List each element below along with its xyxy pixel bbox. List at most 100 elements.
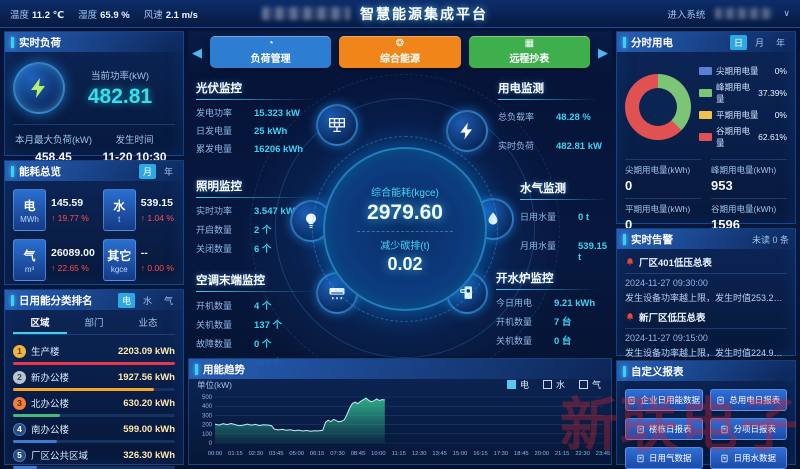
report-button-total-electric[interactable]: 总用电日报表 [709, 389, 787, 411]
page-title: 智慧能源集成平台 [359, 5, 488, 22]
rank-row[interactable]: 3 北办公楼 630.20 kWh [13, 396, 175, 417]
alert-item[interactable]: 厂区401低压总表 2024-11-27 09:30:00 发生设备功率越上限，… [625, 255, 787, 304]
temperature: 温度 11.2 ℃ [10, 9, 65, 21]
electric-tile-icon: 电 MWh [13, 189, 46, 231]
rank-bar-track [13, 440, 175, 443]
report-button-daily-energy[interactable]: 企业日用能数据 [625, 389, 703, 411]
legend-peak: 峰期用电量 37.39% [699, 81, 787, 105]
divider [357, 230, 453, 232]
water-gas-monitor-block: 水气监测 日用水量 0 t 月用水量 539.15 t [520, 183, 608, 263]
svg-text:03:45: 03:45 [269, 451, 284, 457]
lighting-monitor-block: 照明监控 实时功率 3.547 kW 开启数量 2 个 关闭数量 6 个 [196, 178, 348, 255]
pv-monitor-block: 光伏监控 发电功率 15.323 kW 日发电量 25 kWh 累发电量 16206 … [196, 80, 348, 155]
wind-speed: 风速 2.1 m/s [143, 9, 198, 21]
svg-text:100: 100 [202, 432, 213, 438]
checkbox-unchecked-icon [578, 380, 588, 389]
other-tile-icon: 其它 kgce [102, 239, 136, 281]
up-arrow-icon: ↑ [51, 263, 56, 273]
legend-water-checkbox[interactable]: 水 [542, 378, 565, 391]
remote-meter-reading-button[interactable]: ▦ 远程抄表 [468, 36, 590, 68]
meter-icon: ▦ [524, 38, 535, 49]
legend-sharp: 尖期用电量 0% [699, 65, 787, 77]
tab-gas[interactable]: 气 [163, 295, 173, 306]
panel-title: 用能趋势 [203, 363, 245, 376]
header-accent [623, 233, 626, 245]
power-monitor-block: 用电监测 总负载率 48.28 % 实时负荷 482.81 kW [498, 83, 602, 152]
rank-4-badge: 4 [13, 422, 26, 436]
svg-text:13:45: 13:45 [432, 451, 447, 457]
svg-text:20:00: 20:00 [534, 451, 549, 457]
svg-text:21:15: 21:15 [555, 451, 570, 457]
tab-water[interactable]: 水 [142, 295, 152, 306]
panel-title: 能耗总览 [19, 165, 61, 178]
rank-bar-fill [13, 440, 57, 443]
user-name-blurred[interactable] [715, 8, 774, 19]
chevron-down-icon[interactable]: ∨ [783, 8, 790, 18]
svg-text:06:15: 06:15 [310, 451, 325, 457]
tab-category[interactable]: 业态 [138, 318, 158, 329]
legend-gas-checkbox[interactable]: 气 [578, 378, 601, 391]
panel-energy-trend: 用能趋势 单位(kW) 电 水 气 0 100 200 300 400 500 00:00 0… [188, 358, 612, 465]
document-icon [721, 425, 728, 433]
panel-title: 分时用电 [631, 36, 673, 49]
enter-system-link[interactable]: 进入系统 [667, 9, 706, 21]
report-button-building-daily[interactable]: 楼栋日报表 [625, 418, 703, 440]
energy-item-electric: 电 MWh 145.59 ↑ 19.77 % [13, 189, 95, 231]
donut-hole [639, 88, 677, 126]
energy-item-gas: 气 m³ 26089.00 ↑ 22.65 % [13, 239, 95, 281]
panel-time-of-use: 分时用电 日 月 年 尖期用电量 0% 峰期用电量 37.39% 平期用电量 0% 谷… [616, 31, 796, 232]
document-icon [628, 396, 635, 404]
electric-bolt-icon [446, 110, 488, 152]
rank-bar-fill [13, 414, 60, 417]
tou-donut-chart [625, 74, 691, 140]
tab-region[interactable]: 区域 [13, 312, 67, 334]
energy-icon: ❂ [395, 38, 405, 49]
svg-text:07:30: 07:30 [330, 451, 345, 457]
svg-text:300: 300 [202, 413, 213, 419]
document-icon [637, 425, 644, 433]
report-button-subitem-daily[interactable]: 分项日报表 [709, 418, 787, 440]
document-icon [637, 454, 644, 462]
toggle-month[interactable]: 月 [138, 163, 156, 179]
rank-row[interactable]: 5 厂区公共区域 326.30 kWh [13, 448, 175, 469]
document-icon [717, 396, 724, 404]
rank-bar-track [13, 388, 175, 391]
energy-item-other: 其它 kgce -- ↑ 0.00 % [102, 239, 175, 281]
toggle-month[interactable]: 月 [754, 37, 764, 48]
toggle-year[interactable]: 年 [775, 37, 785, 48]
nav-next-arrow[interactable]: ▶ [597, 44, 608, 60]
toggle-day[interactable]: 日 [729, 34, 747, 50]
svg-text:16:15: 16:15 [473, 451, 488, 457]
core-kpi-circle: 综合能耗(kgce) 2979.60 减少碳排(t) 0.02 [312, 136, 498, 322]
panel-title: 自定义报表 [631, 365, 684, 378]
report-button-daily-water[interactable]: 日用水数据 [709, 447, 787, 469]
rank-bar-track [13, 414, 175, 417]
tab-electric[interactable]: 电 [117, 292, 135, 308]
total-energy-value: 2979.60 [367, 200, 443, 224]
panel-realtime-load: 实时负荷 当前功率(kW) 482.81 本月最大负荷(kW) 458.45 发… [4, 31, 184, 164]
weather-strip: 温度 11.2 ℃ 湿度 65.9 % 风速 2.1 m/s [10, 7, 198, 21]
svg-text:00:00: 00:00 [208, 451, 223, 457]
quick-nav: ◀ ◔ 负荷管理 ❂ 综合能源 ▦ 远程抄表 ▶ [188, 31, 612, 73]
panel-title: 日用能分类排名 [19, 294, 93, 307]
gas-tile-icon: 气 m³ [13, 239, 46, 281]
legend-electric-checkbox[interactable]: 电 [506, 378, 529, 391]
header-accent [195, 363, 198, 375]
load-management-button[interactable]: ◔ 负荷管理 [210, 36, 332, 68]
alert-item[interactable]: 新厂区低压总表 2024-11-27 09:15:00 发生设备功率越上限，发生… [625, 310, 787, 359]
rank-row[interactable]: 2 新办公楼 1927.56 kWh [13, 370, 175, 391]
document-icon [721, 454, 728, 462]
rank-row[interactable]: 4 南办公楼 599.00 kWh [13, 422, 175, 443]
header-accent [623, 365, 626, 377]
total-energy-label: 综合能耗(kgce) [371, 187, 439, 199]
integrated-energy-button[interactable]: ❂ 综合能源 [339, 36, 461, 68]
report-button-daily-gas[interactable]: 日用气数据 [625, 447, 703, 469]
nav-prev-arrow[interactable]: ◀ [192, 44, 202, 60]
svg-text:17:30: 17:30 [494, 451, 509, 457]
svg-text:0: 0 [209, 441, 213, 447]
solar-panel-icon [316, 104, 358, 146]
tab-department[interactable]: 部门 [84, 318, 104, 329]
rank-row[interactable]: 1 生产楼 2203.09 kWh [13, 344, 175, 365]
toggle-year[interactable]: 年 [163, 166, 173, 177]
up-arrow-icon: ↑ [51, 213, 56, 223]
